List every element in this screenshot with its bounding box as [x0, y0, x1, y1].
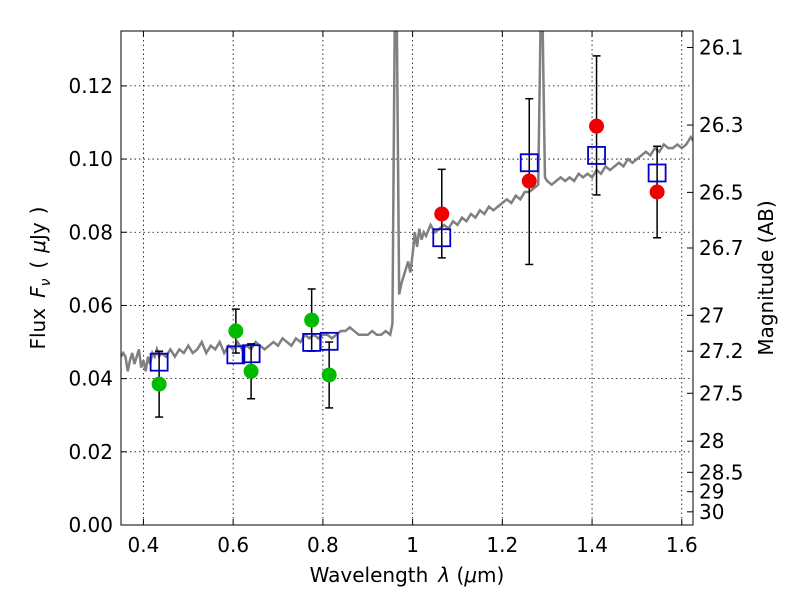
plot-frame: [120, 30, 694, 526]
y-tick-label: 0.08: [68, 220, 113, 244]
y-tick-label: 0.06: [68, 293, 113, 317]
ticks: 0.4 0.6 0.8 1 1.2 1.4 1.6 0.00 0.02 0.04 0.06 0.08 0…: [68, 31, 744, 557]
x-tick-label: 0.6: [217, 533, 249, 557]
y2-tick-label: 28.5: [699, 460, 744, 484]
x-tick-label: 1.2: [486, 533, 518, 557]
data-point: [434, 206, 450, 222]
data-point: [521, 173, 537, 189]
y2-tick-label: 27: [699, 303, 724, 327]
x-tick-label: 1.4: [576, 533, 608, 557]
model-photometry-square: [226, 345, 246, 365]
data-point: [304, 312, 320, 328]
data-point: [151, 376, 167, 392]
y2-tick-label: 30: [699, 500, 724, 524]
y2-tick-label: 27.2: [699, 339, 744, 363]
y-tick-label: 0.12: [68, 74, 113, 98]
data-point: [589, 118, 605, 134]
model-photometry-square: [647, 163, 667, 183]
y-axis-title: FluxFν(μJy): [26, 206, 54, 349]
y-tick-label: 0.10: [68, 147, 113, 171]
y2-axis-title: Magnitude (AB): [754, 200, 778, 355]
y-tick-label: 0.02: [68, 440, 113, 464]
y2-tick-label: 28: [699, 429, 724, 453]
data-point: [228, 323, 244, 339]
data-point: [649, 184, 665, 200]
x-tick-label: 1.6: [666, 533, 698, 557]
model-photometry-square: [319, 331, 339, 351]
plot-background: [121, 31, 693, 525]
y2-tick-label: 26.7: [699, 236, 744, 260]
y-tick-label: 0.00: [68, 513, 113, 537]
x-tick-label: 1: [406, 533, 419, 557]
y2-tick-label: 26.1: [699, 35, 744, 59]
model-photometry-square: [241, 344, 261, 364]
model-photometry-square: [519, 153, 539, 173]
y2-tick-label: 26.5: [699, 180, 744, 204]
data-layer: [121, 31, 693, 418]
model-photometry-square: [432, 228, 452, 248]
y2-tick-label: 27.5: [699, 381, 744, 405]
model-photometry-square: [587, 146, 606, 165]
y2-tick-label: 26.3: [699, 113, 744, 137]
x-tick-label: 0.4: [128, 533, 160, 557]
model-photometry-square: [149, 352, 169, 372]
data-point: [243, 363, 259, 379]
data-point: [321, 367, 337, 383]
y2-tick-label: 29: [699, 480, 724, 504]
model-spectrum-line: [121, 31, 693, 372]
y-tick-label: 0.04: [68, 367, 113, 391]
x-tick-label: 0.8: [307, 533, 339, 557]
x-axis-title: Wavelength λ (μm): [310, 563, 505, 587]
